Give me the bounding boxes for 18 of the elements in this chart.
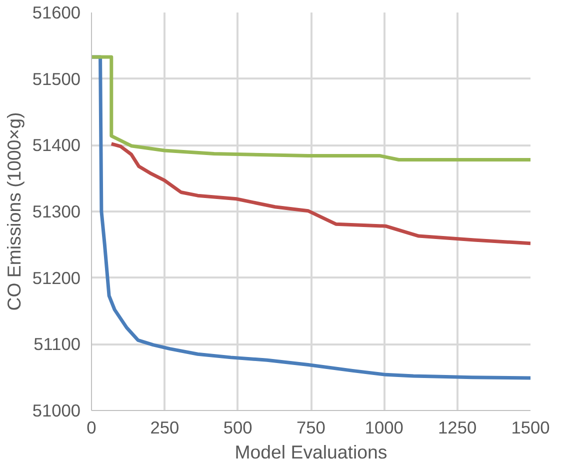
y-tick-label: 51400 bbox=[32, 135, 80, 156]
x-tick-label: 0 bbox=[86, 418, 96, 438]
x-tick-label: 1250 bbox=[438, 418, 477, 438]
y-tick-label: 51200 bbox=[32, 268, 80, 288]
y-axis-title: CO Emissions (1000×g) bbox=[3, 112, 24, 311]
y-tick-label: 51500 bbox=[32, 68, 80, 89]
y-tick-label: 51100 bbox=[34, 334, 81, 354]
x-tick-label: 1500 bbox=[511, 418, 550, 438]
y-tick-label: 51300 bbox=[32, 202, 80, 222]
x-tick-label: 1000 bbox=[364, 418, 404, 438]
x-axis-title: Model Evaluations bbox=[234, 442, 388, 462]
line-series bbox=[110, 142, 530, 246]
x-tick-label: 750 bbox=[296, 418, 326, 438]
y-tick-label: 51000 bbox=[32, 400, 80, 420]
line-series bbox=[92, 55, 530, 162]
x-tick-label: 250 bbox=[150, 418, 180, 438]
y-tick-label: 51600 bbox=[32, 2, 80, 22]
x-tick-label: 500 bbox=[223, 418, 252, 438]
